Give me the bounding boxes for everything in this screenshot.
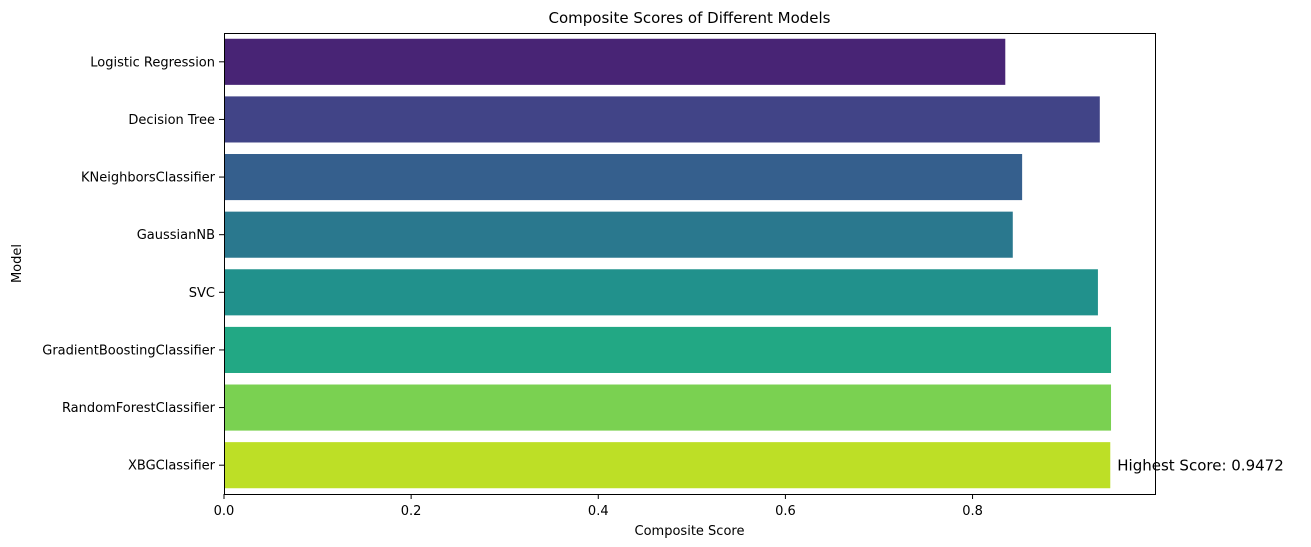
bar	[224, 96, 1100, 143]
bar	[224, 211, 1013, 258]
y-tick-label: Logistic Regression	[90, 55, 215, 70]
x-tick-label: 0.2	[401, 504, 422, 519]
x-tick-label: 0.6	[775, 504, 796, 519]
bar	[224, 38, 1006, 85]
x-tick-label: 0.4	[588, 504, 609, 519]
bar	[224, 154, 1023, 201]
y-axis-ticks: Logistic Regression Decision Tree KNeighbo…	[42, 55, 224, 474]
x-tick-label: 0.8	[962, 504, 983, 519]
bars-layer	[224, 38, 1112, 489]
x-tick-label: 0.0	[214, 504, 235, 519]
chart-title: Composite Scores of Different Models	[549, 9, 831, 27]
y-tick-label: GaussianNB	[137, 228, 215, 243]
highest-score-annotation: Highest Score: 0.9472	[1117, 457, 1284, 475]
y-tick-label: XBGClassifier	[128, 459, 216, 474]
x-axis-ticks: 0.0 0.2 0.4 0.6 0.8	[214, 494, 983, 519]
plot-frame	[224, 33, 1156, 495]
y-tick-label: GradientBoostingClassifier	[42, 343, 215, 358]
y-tick-label: KNeighborsClassifier	[81, 171, 216, 186]
y-tick-label: RandomForestClassifier	[62, 401, 216, 416]
y-tick-label: SVC	[189, 286, 215, 301]
bar	[224, 269, 1098, 316]
x-axis-label: Composite Score	[635, 524, 745, 539]
bar	[224, 442, 1111, 489]
bar	[224, 384, 1112, 431]
y-axis-label: Model	[10, 244, 25, 283]
y-tick-label: Decision Tree	[128, 113, 215, 128]
bar	[224, 326, 1112, 373]
